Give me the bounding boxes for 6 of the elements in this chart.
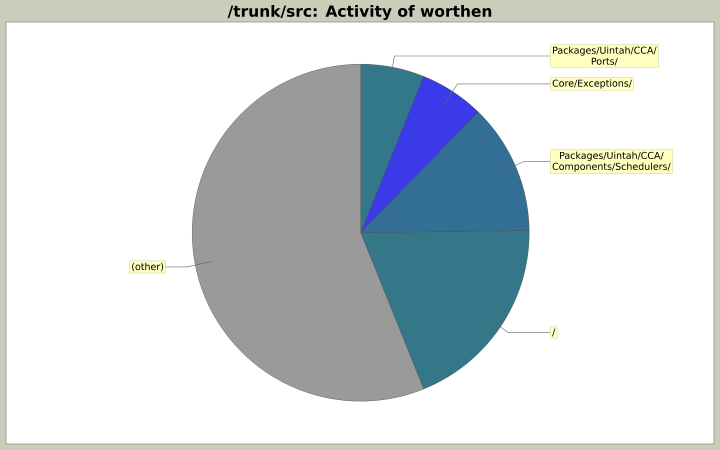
chart-title: /trunk/src: Activity of worthen [228, 4, 492, 20]
slice-label: (other) [132, 262, 164, 272]
slice-label: Core/Exceptions/ [552, 79, 632, 89]
slice-label: Packages/Uintah/CCA/Ports/ [553, 46, 657, 66]
slice-label: / [552, 328, 556, 336]
slice-label: Packages/Uintah/CCA/Components/Schedulers/ [552, 152, 671, 172]
